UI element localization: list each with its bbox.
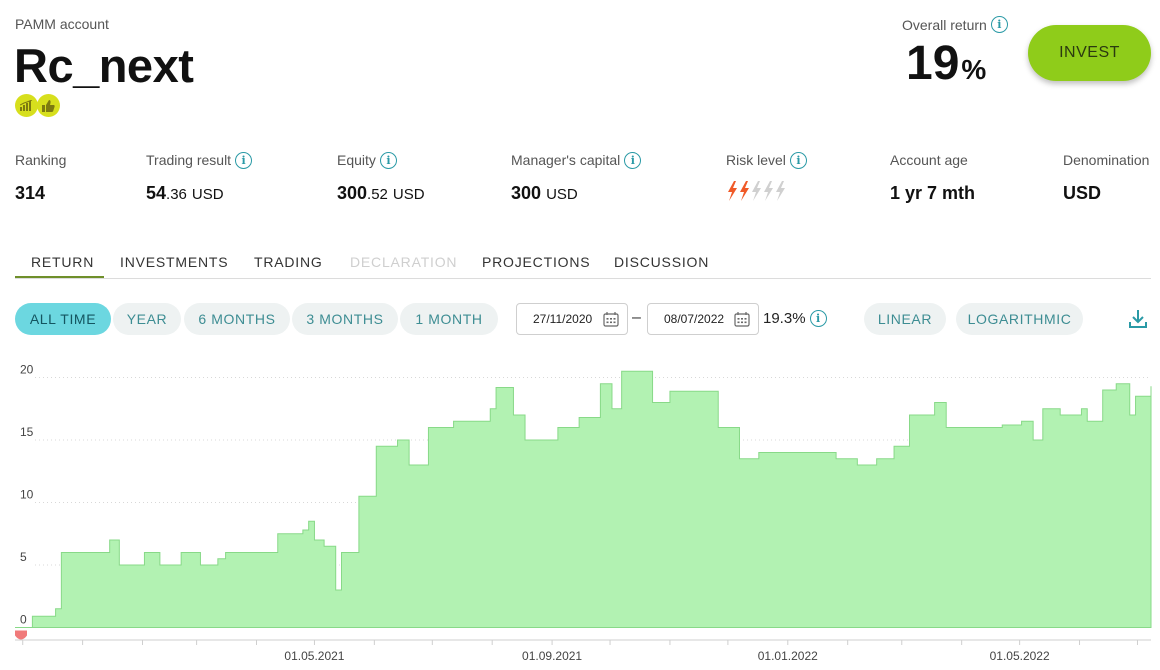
stat-label: Trading result i: [146, 151, 253, 169]
return-area-series: [15, 370, 1152, 628]
scale-linear-button[interactable]: LINEAR: [864, 303, 946, 335]
risk-bolt-icon: [728, 181, 737, 201]
y-tick-label: 20: [20, 363, 34, 377]
tab-return[interactable]: RETURN: [31, 254, 95, 270]
stat-risk-level: Risk level i: [726, 151, 807, 207]
stat-managers-capital: Manager's capital i 300 USD: [511, 151, 642, 204]
account-type-label: PAMM account: [15, 16, 109, 32]
stat-label: Denomination: [1063, 152, 1150, 168]
overall-return-value: 19%: [906, 37, 987, 90]
date-range-separator: –: [632, 309, 641, 326]
x-tick-label: 01.09.2021: [522, 649, 582, 663]
x-tick-label: 01.05.2022: [990, 649, 1050, 663]
y-tick-label: 15: [20, 425, 34, 439]
risk-bolt-icon: [752, 181, 761, 201]
risk-level-indicator: [726, 180, 807, 207]
download-icon[interactable]: [1128, 308, 1148, 330]
risk-bolt-icon: [764, 181, 773, 201]
scale-logarithmic-button[interactable]: LOGARITHMIC: [956, 303, 1083, 335]
return-chart: 0 5 10 15 20 01.05.2021 01.09.2021 01.01.2022 01…: [15, 363, 1152, 663]
stat-account-age: Account age 1 yr 7 mth: [890, 151, 975, 204]
x-tick-label: 01.01.2022: [758, 649, 818, 663]
period-year-button[interactable]: YEAR: [113, 303, 181, 335]
tab-investments[interactable]: INVESTMENTS: [120, 254, 229, 270]
stat-value: 300 USD: [511, 183, 578, 203]
stat-value: 314: [15, 183, 46, 203]
tab-projections[interactable]: PROJECTIONS: [482, 254, 591, 270]
date-to-value: 08/07/2022: [664, 312, 725, 326]
overall-return-label: Overall return i: [902, 16, 1008, 33]
stat-label: Equity i: [337, 151, 425, 169]
stat-value: 54.36 USD: [146, 183, 224, 203]
stat-label: Ranking: [15, 152, 67, 168]
active-tab-indicator: [15, 276, 104, 278]
invest-button[interactable]: INVEST: [1028, 25, 1151, 81]
trading-chart-icon[interactable]: [15, 94, 38, 117]
stat-value: 1 yr 7 mth: [890, 183, 976, 203]
y-tick-label: 10: [20, 488, 34, 502]
period-6-months-button[interactable]: 6 MONTHS: [184, 303, 290, 335]
stat-equity: Equity i 300.52 USD: [337, 151, 425, 204]
period-3-months-button[interactable]: 3 MONTHS: [292, 303, 398, 335]
info-icon[interactable]: i: [379, 151, 397, 169]
y-tick-label: 5: [20, 550, 27, 564]
date-to-input[interactable]: 08/07/2022: [647, 303, 759, 335]
stat-denomination: Denomination USD: [1063, 151, 1149, 204]
tab-discussion[interactable]: DISCUSSION: [614, 254, 710, 270]
calendar-icon[interactable]: [734, 311, 750, 327]
range-return: 19.3% i: [763, 310, 827, 327]
calendar-icon[interactable]: [603, 311, 619, 327]
y-tick-label: 0: [20, 613, 27, 627]
stat-label: Manager's capital i: [511, 151, 642, 169]
info-icon[interactable]: i: [809, 310, 827, 327]
account-name: Rc_next: [14, 39, 194, 92]
period-1-month-button[interactable]: 1 MONTH: [400, 303, 498, 335]
stat-value: USD: [1063, 183, 1102, 203]
stat-trading-result: Trading result i 54.36 USD: [146, 151, 253, 204]
info-icon[interactable]: i: [990, 16, 1008, 33]
stat-label: Risk level i: [726, 151, 807, 169]
tab-declaration: DECLARATION: [350, 254, 458, 270]
risk-bolt-icon: [740, 181, 749, 201]
info-icon[interactable]: i: [789, 151, 807, 169]
date-from-value: 27/11/2020: [533, 312, 593, 326]
section-tabs: RETURN INVESTMENTS TRADING DECLARATION P…: [15, 250, 1151, 279]
x-tick-label: 01.05.2021: [284, 649, 344, 663]
thumbs-up-icon[interactable]: [37, 94, 60, 117]
info-icon[interactable]: i: [624, 151, 642, 169]
tab-trading[interactable]: TRADING: [254, 254, 323, 270]
risk-bolt-icon: [776, 181, 785, 201]
stat-value: 300.52 USD: [337, 183, 425, 203]
start-marker: [15, 630, 27, 640]
date-from-input[interactable]: 27/11/2020: [516, 303, 628, 335]
account-badges: [15, 94, 60, 117]
stat-ranking: Ranking 314: [15, 151, 66, 204]
info-icon[interactable]: i: [235, 151, 253, 169]
period-all-time-button[interactable]: ALL TIME: [15, 303, 111, 335]
stat-label: Account age: [890, 152, 968, 168]
